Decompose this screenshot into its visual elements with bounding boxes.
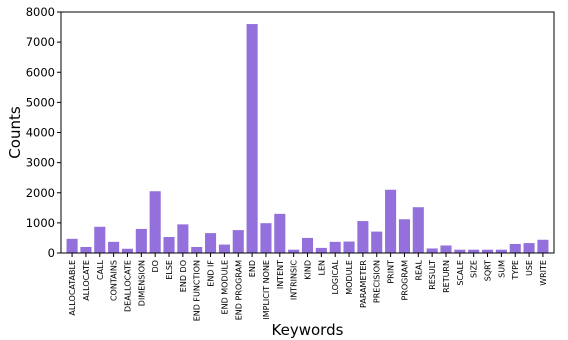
bar-program [398,219,410,253]
x-tick-label: END FUNCTION [193,260,202,321]
bar-return [440,245,452,253]
x-tick-label: SCALE [456,260,465,286]
bar-size [468,249,480,253]
x-tick-label: PROGRAM [400,260,409,301]
bar-len [315,247,327,253]
x-tick-label: DO [151,260,160,272]
bar-end-do [177,224,189,253]
bar-end-if [205,233,217,253]
bar-module [343,241,355,253]
bar-intrinsic [288,249,300,253]
bar-do [149,191,161,253]
y-tick-label: 4000 [26,126,55,140]
y-tick-label: 5000 [26,95,55,109]
x-tick-label: END DO [179,260,188,292]
x-tick-label: IMPLICIT NONE [262,260,271,320]
x-tick-label: PRINT [387,260,396,284]
y-tick-label: 2000 [26,186,55,200]
bar-implicit-none [260,223,272,253]
x-tick-label: KIND [304,260,313,280]
x-tick-label: LOGICAL [331,259,340,294]
x-tick-label: CONTAINS [110,260,119,301]
x-tick-label: TYPE [511,260,520,281]
y-tick-label: 0 [48,246,55,260]
x-tick-label: INTRINSIC [290,260,299,301]
y-tick-label: 8000 [26,5,55,19]
bar-end-module [218,244,230,253]
bar-write [537,239,549,253]
y-tick-label: 7000 [26,35,55,49]
x-tick-label: SQRT [484,260,493,281]
x-tick-label: ALLOCATABLE [68,260,77,316]
x-tick-label: SUM [497,260,506,278]
x-tick-label: END MODULE [220,260,229,314]
bar-kind [301,237,314,253]
bar-precision [371,231,383,253]
bar-intent [274,213,286,253]
x-tick-label: ELSE [165,260,174,280]
bar-sqrt [481,249,494,253]
y-tick-label: 1000 [26,216,55,230]
bar-result [426,248,438,253]
x-tick-label: END PROGRAM [234,260,243,320]
y-tick-label: 6000 [26,65,55,79]
x-tick-label: USE [525,260,534,276]
bar-contains [108,241,120,253]
bar-call [94,226,106,253]
bar-logical [329,241,341,253]
x-tick-label: LEN [317,260,326,276]
bar-parameter [357,221,369,253]
x-tick-label: REAL [414,259,423,280]
plot-frame [60,11,555,254]
y-axis-label: Counts [6,106,24,159]
bar-end-function [191,246,203,253]
bar-end-program [232,230,244,253]
bar-real [412,207,424,253]
x-tick-label: END [248,260,257,277]
bar-print [385,189,397,253]
x-tick-label: PARAMETER [359,260,368,308]
x-tick-label: INTENT [276,260,285,289]
bar-allocate [80,246,92,253]
bar-scale [454,249,466,253]
x-tick-label: WRITE [539,260,548,286]
axes-frame [60,11,555,254]
y-tick-label: 3000 [26,156,55,170]
bar-sum [495,249,507,253]
bar-dimension [135,228,147,253]
x-tick-label: PRECISION [373,260,382,303]
x-tick-label: SIZE [470,260,479,278]
x-tick-label: RETURN [442,260,451,293]
x-tick-label: RESULT [428,260,437,290]
bar-else [163,237,175,253]
bars-group [66,24,549,253]
bar-allocatable [66,238,78,253]
x-tick-label: DEALLOCATE [123,260,132,312]
x-axis-label: Keywords [272,321,344,339]
x-axis-ticks: ALLOCATABLE ALLOCATE CALL CONTAINS DEALLOCAT… [68,253,548,321]
x-tick-label: ALLOCATE [82,260,91,301]
bar-type [509,243,521,253]
bar-use [523,243,535,253]
x-tick-label: CALL [96,259,105,280]
x-tick-label: DIMENSION [137,260,146,306]
bar-end [246,24,258,253]
x-tick-label: END IF [207,260,216,287]
bar-deallocate [121,248,134,253]
x-tick-label: MODULE [345,260,354,295]
y-axis-ticks: 0 1000 2000 3000 4000 5000 6000 7000 8000 [26,5,61,260]
